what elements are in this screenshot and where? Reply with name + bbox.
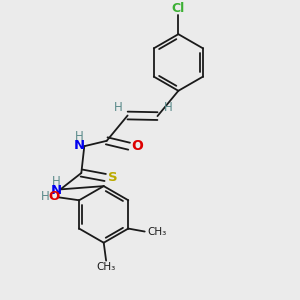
Text: H: H (164, 101, 172, 114)
Text: H: H (41, 190, 50, 203)
Text: H: H (75, 130, 83, 143)
Text: CH₃: CH₃ (148, 226, 167, 236)
Text: Cl: Cl (172, 2, 185, 15)
Text: O: O (131, 139, 143, 153)
Text: O: O (48, 190, 59, 203)
Text: S: S (109, 171, 118, 184)
Text: H: H (52, 175, 60, 188)
Text: N: N (74, 139, 85, 152)
Text: CH₃: CH₃ (97, 262, 116, 272)
Text: N: N (50, 184, 62, 197)
Text: H: H (114, 101, 122, 114)
